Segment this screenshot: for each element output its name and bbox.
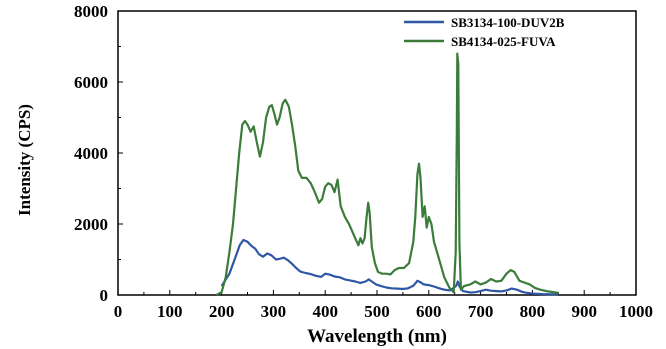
- series-line-0: [220, 238, 559, 296]
- x-tick-label: 100: [157, 302, 183, 321]
- legend-label-0: SB3134-100-DUV2B: [451, 15, 565, 30]
- x-tick-label: 700: [468, 302, 494, 321]
- x-axis-label: Wavelength (nm): [307, 326, 447, 347]
- tick-labels: 0 100 200 300 400 500 600 700 800 900 1000 0 2000 400…: [74, 2, 653, 321]
- x-tick-label: 200: [209, 302, 235, 321]
- y-tick-label: 0: [100, 286, 109, 305]
- x-tick-label: 900: [571, 302, 597, 321]
- plot-area: [117, 10, 637, 296]
- legend: SB3134-100-DUV2B SB4134-025-FUVA: [404, 15, 565, 49]
- series-line-1: [215, 52, 559, 296]
- x-tick-label: 0: [114, 302, 123, 321]
- y-tick-label: 4000: [74, 144, 108, 163]
- x-tick-label: 400: [312, 302, 338, 321]
- legend-label-1: SB4134-025-FUVA: [451, 34, 556, 49]
- y-tick-label: 2000: [74, 215, 108, 234]
- y-tick-label: 8000: [74, 2, 108, 21]
- x-tick-label: 1000: [619, 302, 653, 321]
- x-tick-label: 600: [416, 302, 442, 321]
- y-tick-label: 6000: [74, 73, 108, 92]
- x-tick-label: 800: [520, 302, 546, 321]
- x-tick-label: 500: [364, 302, 390, 321]
- y-axis-label: Intensity (CPS): [15, 104, 34, 216]
- series-layer: [215, 52, 559, 296]
- x-tick-label: 300: [261, 302, 287, 321]
